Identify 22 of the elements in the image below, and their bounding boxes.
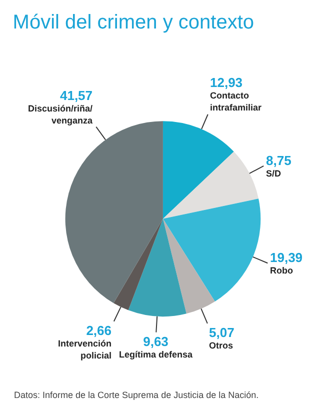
data-label: 2,66 [86,323,112,338]
pie-slice [114,218,163,310]
data-label: 9,63 [143,334,168,349]
slice-label: Robo [270,266,294,276]
data-label: 5,07 [209,325,234,340]
slice-label: Contacto intrafamiliar [210,90,262,112]
slice-label: Legítima defensa [119,350,194,360]
pie-slice [162,121,234,219]
slice-label: Discusión/riña/venganza [28,104,94,126]
data-label: 19,39 [270,250,303,265]
data-label: 41,57 [60,88,93,103]
pie-slice [162,218,215,314]
pie-slice [162,152,259,219]
slice-label: S/D [266,168,282,179]
pie-slice [162,198,261,302]
slice-label: Otros [209,340,234,351]
data-label: 12,93 [210,75,243,90]
slice-label: Intervención policial [58,338,112,360]
chart-title: Móvil del crimen y contexto [12,11,254,34]
pie-slice [128,218,186,316]
data-label: 8,75 [266,153,292,168]
text: Datos: Informe de la Corte Suprema de Justicia de la Nación. [14,390,259,400]
